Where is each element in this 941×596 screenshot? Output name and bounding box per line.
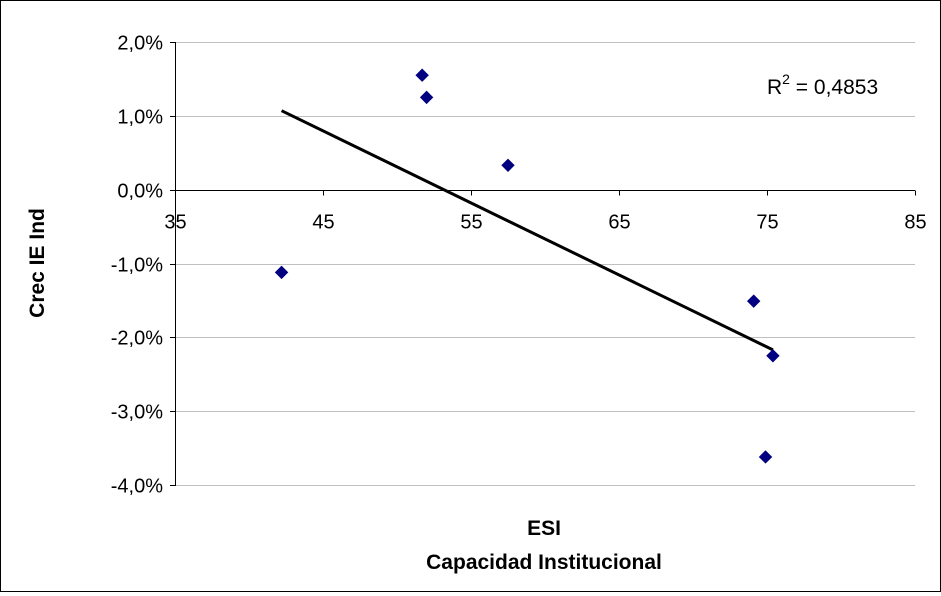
x-tick-label: 55 <box>460 212 482 234</box>
x-tick-label: 75 <box>756 212 778 234</box>
y-tick-label: -3,0% <box>111 402 163 424</box>
x-tick-label: 65 <box>608 212 630 234</box>
data-point <box>274 265 289 280</box>
trendline <box>280 109 774 352</box>
axes <box>170 42 916 486</box>
x-tick-label: 85 <box>904 212 926 234</box>
data-point <box>415 68 429 82</box>
y-tick-label: 0,0% <box>117 181 163 203</box>
x-axis-title-line-1: ESI <box>527 517 561 540</box>
r-squared-label: R2 = 0,4853 <box>767 71 878 99</box>
tick-labels: 2,0% 1,0% 0,0% -1,0% -2,0% -3,0% -4,0% 35 45 55 65… <box>111 33 927 498</box>
y-axis-title: Crec IE Ind <box>26 208 49 318</box>
trendline-group <box>280 109 774 352</box>
data-point <box>746 294 761 308</box>
data-points <box>274 68 780 464</box>
x-axis-title-line-2: Capacidad Institucional <box>426 551 662 574</box>
y-tick-label: -4,0% <box>111 476 163 498</box>
data-point <box>419 90 434 105</box>
data-point <box>766 349 780 363</box>
y-tick-label: -1,0% <box>111 255 163 277</box>
y-tick-label: -2,0% <box>111 328 163 350</box>
gridlines <box>175 42 915 486</box>
y-tick-label: 2,0% <box>117 33 163 55</box>
data-point <box>758 450 773 464</box>
data-point <box>501 158 515 173</box>
x-tick-label: 45 <box>312 212 334 234</box>
x-tick-label: 35 <box>164 212 186 234</box>
y-tick-label: 1,0% <box>117 107 163 129</box>
